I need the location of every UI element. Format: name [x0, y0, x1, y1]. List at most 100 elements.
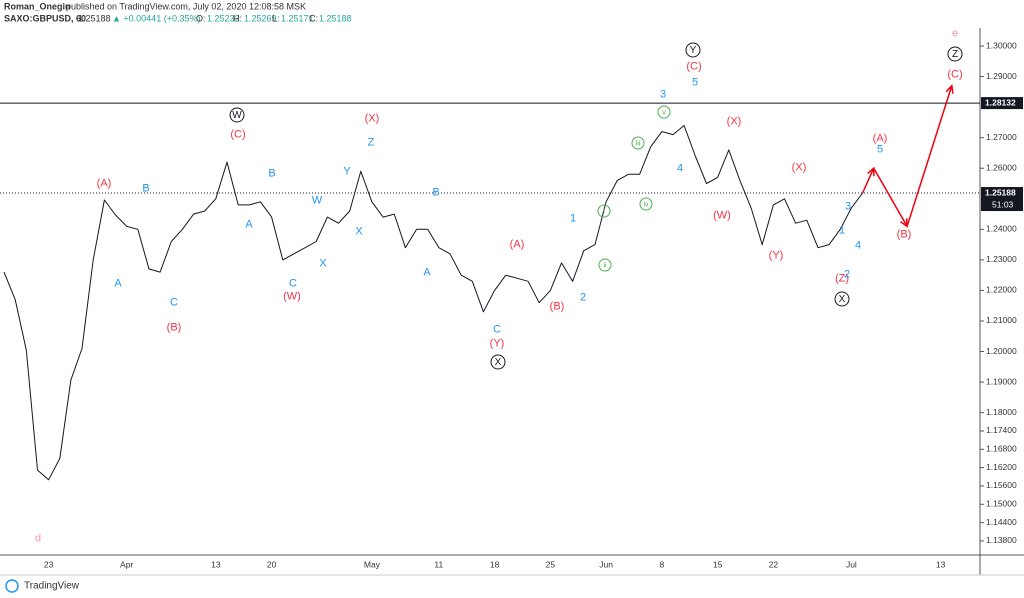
wave-label: Y [690, 45, 697, 56]
x-tick-label: 11 [434, 559, 443, 569]
y-tick-label: 1.17400 [986, 425, 1017, 435]
wave-label: (Y) [490, 337, 505, 349]
x-tick-label: Apr [120, 559, 133, 569]
low: 1.25171 [281, 13, 314, 23]
wave-label: X [355, 225, 363, 237]
x-tick-label: 23 [44, 559, 54, 569]
x-tick-label: 13 [211, 559, 221, 569]
y-tick-label: 1.26000 [986, 162, 1017, 172]
high: 1.25269 [244, 13, 277, 23]
x-tick-label: 13 [936, 559, 946, 569]
y-tick-label: 1.19000 [986, 376, 1017, 386]
wave-label: Z [952, 49, 958, 60]
high-label: H: [233, 13, 242, 23]
wave-label: 3 [660, 88, 666, 100]
arrow-head [945, 84, 954, 94]
y-tick-label: 1.27000 [986, 132, 1017, 142]
annotation-circle [631, 136, 645, 150]
wave-label: (X) [365, 112, 380, 124]
change: ▲ +0.00441 (+0.35%) [112, 13, 200, 23]
wave-label: B [268, 167, 275, 179]
y-tick-label: 1.15000 [986, 499, 1017, 509]
wave-label: iii [636, 140, 641, 147]
brand: TradingView [24, 581, 80, 592]
wave-label: d [35, 532, 41, 544]
wave-label: v [662, 109, 666, 116]
annotation-circle [639, 197, 653, 211]
open-label: O: [196, 13, 206, 23]
wave-label: B [142, 182, 149, 194]
wave-label: e [952, 27, 958, 39]
wave-label: i [603, 208, 605, 215]
y-tick-label: 1.16800 [986, 444, 1017, 454]
wave-label: X [495, 357, 502, 368]
annotation-circle [657, 105, 671, 119]
price-line [3, 125, 863, 481]
wave-label: (X) [792, 161, 807, 173]
logo [5, 579, 19, 593]
wave-label: 4 [855, 239, 861, 251]
wave-label: 2 [844, 268, 850, 280]
wave-label: 5 [877, 143, 883, 155]
x-tick-label: May [364, 559, 381, 569]
close-label: C: [309, 13, 318, 23]
projection-line [861, 85, 953, 228]
wave-label: A [114, 277, 122, 289]
x-tick-label: 15 [713, 559, 723, 569]
annotation-circle [834, 291, 850, 307]
y-tick-label: 1.16200 [986, 462, 1017, 472]
wave-label: ii [603, 262, 607, 269]
annotation-circle [229, 107, 245, 123]
x-tick-label: 18 [490, 559, 500, 569]
wave-label: (C) [686, 60, 701, 72]
low-label: L: [272, 13, 280, 23]
wave-label: (B) [167, 321, 182, 333]
y-tick-label: 1.20000 [986, 346, 1017, 356]
arrow-head [900, 218, 908, 228]
symbol: SAXO:GBPUSD, 60 [4, 13, 86, 23]
wave-label: Z [368, 136, 375, 148]
wave-label: X [839, 294, 846, 305]
wave-label: 5 [692, 76, 698, 88]
wave-label: (A) [510, 238, 525, 250]
open: 1.25232 [207, 13, 240, 23]
wave-label: (B) [550, 300, 565, 312]
x-tick-label: 8 [659, 559, 664, 569]
wave-label: 2 [580, 291, 586, 303]
wave-label: (C) [947, 68, 962, 80]
wave-label: (Y) [769, 249, 784, 261]
wave-label: Y [343, 165, 351, 177]
hline-label: 1.28132 [985, 97, 1016, 107]
annotation-circle [598, 258, 612, 272]
y-tick-label: 1.29000 [986, 71, 1017, 81]
wave-label: (Z) [835, 272, 849, 284]
y-tick-label: 1.23000 [986, 254, 1017, 264]
wave-label: W [312, 194, 323, 206]
wave-label: X [319, 257, 327, 269]
hline-label-box [981, 97, 1023, 110]
y-tick-label: 1.21000 [986, 315, 1017, 325]
wave-label: C [493, 323, 501, 335]
wave-label: (B) [897, 228, 912, 240]
annotation-circle [490, 354, 506, 370]
wave-label: (W) [713, 209, 731, 221]
y-tick-label: 1.18000 [986, 407, 1017, 417]
wave-label: (A) [97, 177, 112, 189]
x-tick-label: Jul [846, 559, 857, 569]
published: published on TradingView.com, July 02, 2… [66, 1, 306, 11]
close: 1.25188 [319, 13, 352, 23]
y-tick-label: 1.30000 [986, 40, 1017, 50]
wave-label: C [289, 277, 297, 289]
y-tick-label: 1.24000 [986, 224, 1017, 234]
x-tick-label: 20 [267, 559, 277, 569]
wave-label: 1 [839, 224, 845, 236]
wave-label: A [423, 266, 431, 278]
annotation-circle [597, 204, 611, 218]
timer: 51:03 [992, 199, 1014, 209]
wave-label: 1 [570, 212, 576, 224]
wave-label: (A) [873, 132, 888, 144]
x-tick-label: Jun [599, 559, 613, 569]
annotation-circle [685, 42, 701, 58]
wave-label: C [170, 296, 178, 308]
